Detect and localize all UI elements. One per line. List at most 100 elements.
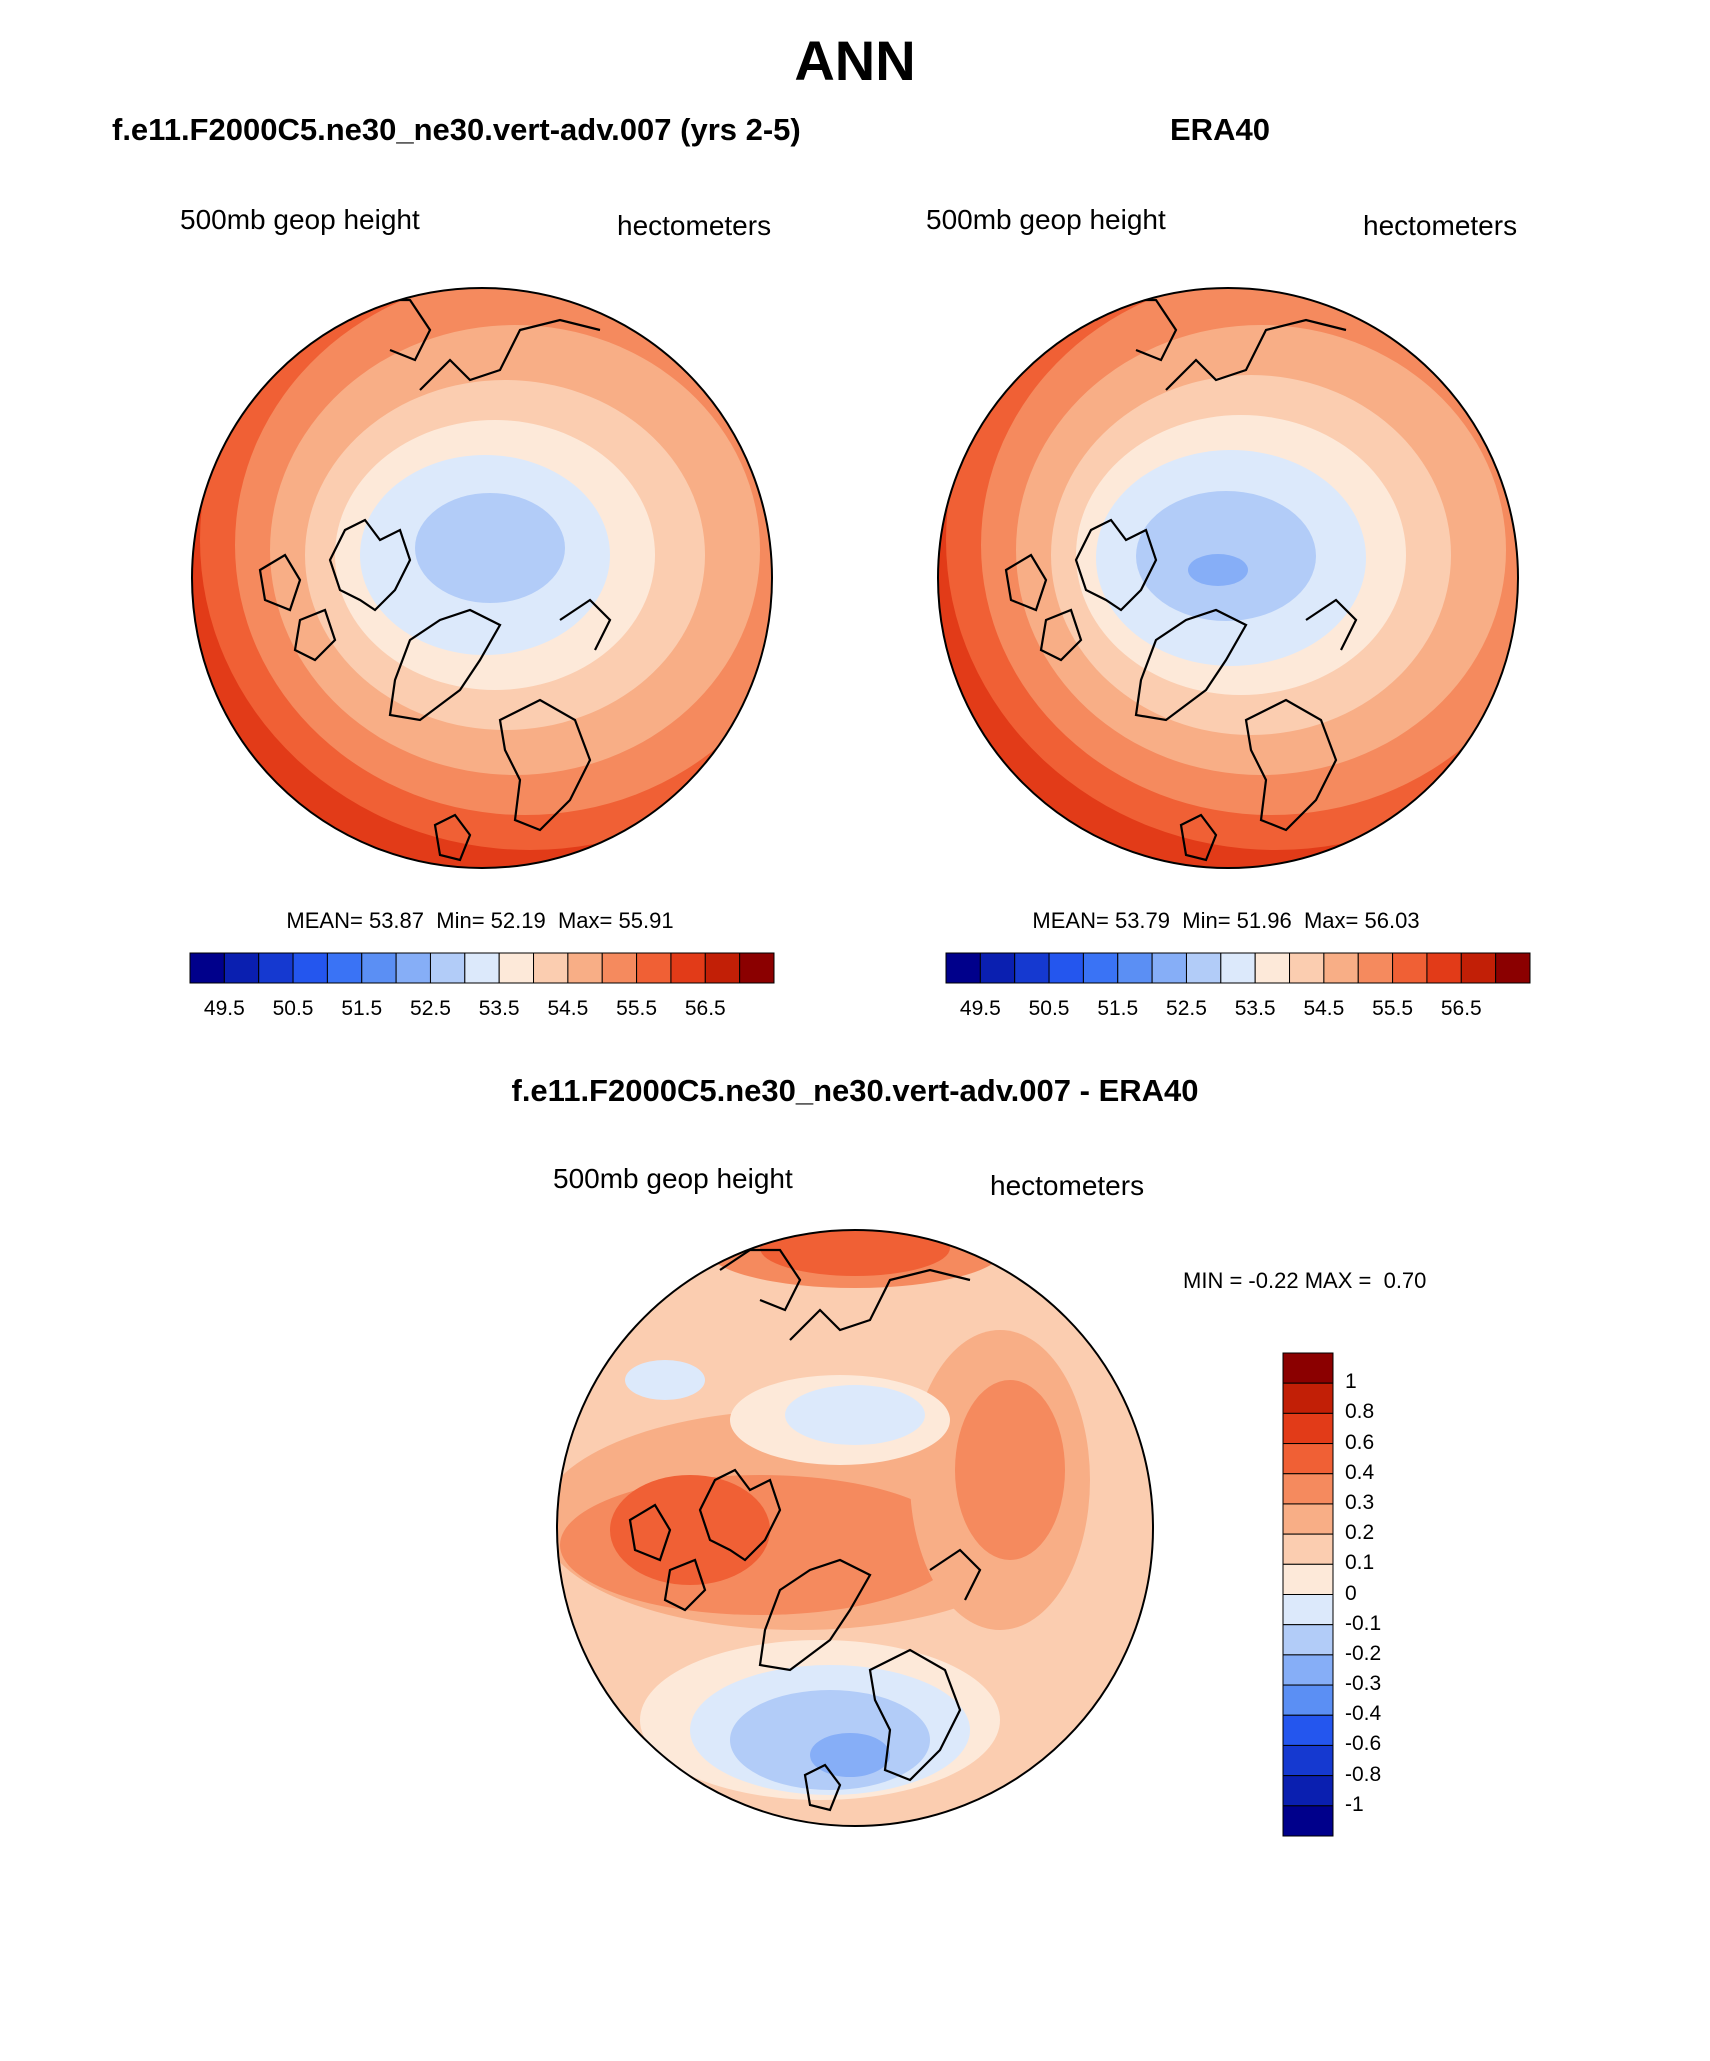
figure-title: ANN [794, 29, 916, 92]
obs-units-label: hectometers [1363, 210, 1518, 241]
obs-map-border [937, 287, 1519, 869]
model-colorbar-cell [533, 952, 569, 984]
diff-colorbar-label: -0.3 [1345, 1672, 1382, 1696]
obs-colorbar-cell [1323, 952, 1359, 984]
diff-colorbar-cell [1282, 1443, 1334, 1475]
obs-colorbar-cell [1220, 952, 1256, 984]
diff-colorbar-label: 0.4 [1345, 1460, 1375, 1484]
model-map-border [191, 287, 773, 869]
model-colorbar-cell [395, 952, 431, 984]
model-colorbar-cell [258, 952, 294, 984]
diff-colorbar-label: 0.6 [1345, 1430, 1375, 1454]
obs-colorbar-cell [1460, 952, 1497, 984]
diff-colorbar-cell [1282, 1503, 1334, 1535]
diff-variable-label: 500mb geop height [553, 1163, 793, 1194]
diff-colorbar-label: 0.8 [1345, 1400, 1375, 1424]
model-colorbar-cell [704, 952, 741, 984]
obs-colorbar-label: 49.5 [959, 997, 1001, 1020]
model-panel-title: f.e11.F2000C5.ne30_ne30.vert-adv.007 (yr… [112, 112, 801, 147]
obs-colorbar-label: 52.5 [1166, 997, 1207, 1020]
diff-colorbar-label: 0.1 [1345, 1551, 1375, 1575]
diff-colorbar-cell [1282, 1714, 1334, 1746]
diff-colorbar-label: -0.6 [1345, 1732, 1382, 1756]
model-colorbar-cell [670, 952, 706, 984]
model-colorbar-cell [223, 952, 260, 984]
model-stats: MEAN= 53.87 Min= 52.19 Max= 55.91 [286, 908, 674, 933]
diff-colorbar-cell [1282, 1412, 1334, 1445]
obs-variable-label: 500mb geop height [926, 204, 1166, 235]
model-colorbar [189, 952, 775, 984]
diff-colorbar-label: 0.2 [1345, 1521, 1375, 1545]
diff-map [557, 1230, 1153, 1826]
diff-colorbar-label: 0.3 [1345, 1490, 1375, 1514]
obs-colorbar-cell [979, 952, 1016, 984]
model-colorbar-cell [739, 952, 775, 984]
model-colorbar-label: 53.5 [478, 997, 520, 1020]
diff-colorbar-cell [1282, 1473, 1334, 1505]
model-colorbar-cell [498, 952, 535, 984]
model-colorbar-cell [189, 952, 225, 984]
model-colorbar-cell [429, 952, 466, 984]
obs-colorbar-cell [945, 952, 981, 984]
diff-minmax: MIN = -0.22 MAX = 0.70 [1183, 1268, 1427, 1293]
diff-colorbar-cell [1282, 1775, 1334, 1807]
model-colorbar-cell [292, 952, 328, 984]
model-units-label: hectometers [617, 210, 772, 241]
diff-colorbar [1282, 1352, 1334, 1837]
obs-colorbar-cell [1392, 952, 1428, 984]
model-colorbar-label: 50.5 [272, 997, 314, 1020]
diff-units-label: hectometers [990, 1170, 1145, 1201]
diff-colorbar-cell [1282, 1563, 1334, 1595]
diff-colorbar-label: 0 [1345, 1581, 1357, 1605]
model-colorbar-cell [567, 952, 603, 984]
model-colorbar-label: 51.5 [341, 997, 383, 1020]
diff-map-border [556, 1229, 1154, 1827]
diff-colorbar-cell [1282, 1533, 1334, 1565]
diff-colorbar-cell [1282, 1624, 1334, 1656]
diff-colorbar-label: -0.2 [1345, 1641, 1382, 1665]
obs-colorbar-cell [1082, 952, 1119, 984]
obs-colorbar-cell [1185, 952, 1222, 984]
diff-colorbar-cell [1282, 1805, 1334, 1837]
diff-colorbar-label: 1 [1345, 1370, 1357, 1394]
diff-colorbar-cell [1282, 1352, 1334, 1384]
obs-colorbar-label: 55.5 [1372, 997, 1414, 1020]
model-colorbar-cell [361, 952, 397, 984]
diff-colorbar-cell [1282, 1594, 1334, 1626]
model-colorbar-label: 56.5 [684, 997, 726, 1020]
model-colorbar-cell [464, 952, 500, 984]
obs-colorbar-label: 54.5 [1303, 997, 1345, 1020]
diff-panel-title: f.e11.F2000C5.ne30_ne30.vert-adv.007 - E… [511, 1073, 1199, 1108]
obs-colorbar-cell [1357, 952, 1394, 984]
diff-colorbar-label: -0.1 [1345, 1611, 1382, 1635]
obs-colorbar [945, 952, 1531, 984]
diff-colorbar-label: -1 [1345, 1792, 1364, 1816]
model-colorbar-cell [636, 952, 672, 984]
diff-colorbar-cell [1282, 1744, 1334, 1777]
model-map [192, 288, 772, 868]
model-colorbar-label: 55.5 [616, 997, 658, 1020]
model-colorbar-label: 54.5 [547, 997, 589, 1020]
obs-colorbar-label: 50.5 [1028, 997, 1070, 1020]
obs-panel-title: ERA40 [1170, 112, 1270, 147]
obs-stats: MEAN= 53.79 Min= 51.96 Max= 56.03 [1032, 908, 1420, 933]
obs-colorbar-cell [1117, 952, 1153, 984]
obs-colorbar-cell [1254, 952, 1291, 984]
model-colorbar-label: 49.5 [203, 997, 245, 1020]
obs-colorbar-label: 51.5 [1097, 997, 1139, 1020]
model-colorbar-cell [326, 952, 363, 984]
diff-colorbar-label: -0.4 [1345, 1702, 1382, 1726]
diff-colorbar-cell [1282, 1654, 1334, 1686]
diff-colorbar-label: -0.8 [1345, 1762, 1382, 1786]
model-variable-label: 500mb geop height [180, 204, 420, 235]
model-colorbar-label: 52.5 [410, 997, 451, 1020]
diff-colorbar-cell [1282, 1684, 1334, 1716]
obs-colorbar-cell [1014, 952, 1050, 984]
obs-colorbar-cell [1495, 952, 1531, 984]
obs-colorbar-cell [1048, 952, 1084, 984]
obs-colorbar-cell [1289, 952, 1325, 984]
obs-colorbar-cell [1426, 952, 1462, 984]
obs-colorbar-label: 56.5 [1440, 997, 1482, 1020]
obs-colorbar-cell [1151, 952, 1187, 984]
